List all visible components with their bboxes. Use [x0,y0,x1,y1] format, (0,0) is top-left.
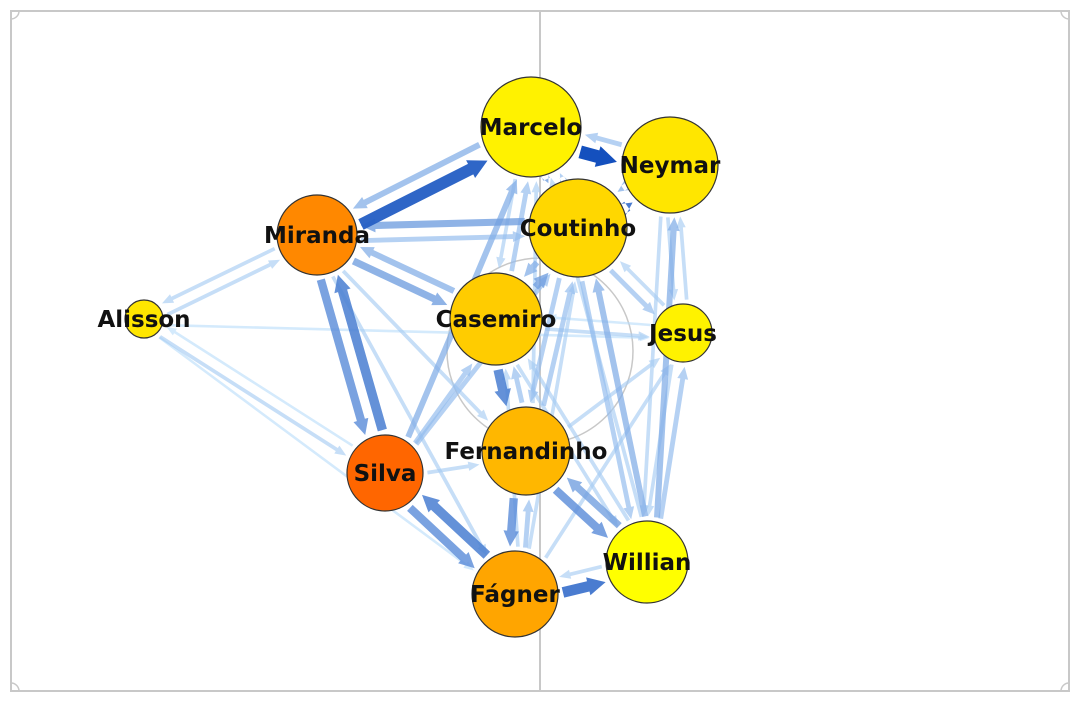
pass-arrow-willian-to-fagner [559,564,603,579]
pass-arrow-silva-to-fernandinho [427,461,480,475]
pass-arrow-miranda-to-fernandinho [341,269,489,421]
pass-arrow-willian-to-coutinho [592,278,649,517]
player-node-casemiro[interactable]: Casemiro [436,272,557,366]
corner-arc-top-left [10,10,20,20]
pass-arrow-miranda-to-silva [316,278,369,435]
player-label-marcelo: Marcelo [480,115,583,141]
player-node-neymar[interactable]: Neymar [620,116,721,214]
player-node-fagner[interactable]: Fágner [470,550,560,638]
player-circle-miranda[interactable] [276,194,358,276]
corner-arc-bottom-left [10,682,20,692]
pass-arrow-willian-to-fernandinho [566,477,622,529]
pass-arrow-fernandinho-to-fagner [503,497,519,547]
pass-arrow-coutinho-to-miranda [360,217,525,233]
pass-arrow-jesus-to-neymar [676,216,689,300]
player-circle-fagner[interactable] [471,550,559,638]
pass-arrow-alisson-to-miranda [166,259,281,317]
pass-arrow-silva-to-casemiro [413,363,473,445]
player-nodes: Alisson Miranda Silva Fágner Fernandinho Case… [97,76,721,638]
pass-arrow-fernandinho-to-casemiro [511,366,525,404]
pass-arrow-casemiro-to-coutinho [532,272,549,290]
pass-arrow-casemiro-to-fernandinho [493,368,511,407]
player-node-fernandinho[interactable]: Fernandinho [445,406,608,496]
player-label-fagner: Fágner [470,582,560,608]
player-node-willian[interactable]: Willian [603,520,692,604]
pass-arrow-fagner-to-willian [561,577,606,598]
player-circle-casemiro[interactable] [449,272,543,366]
player-node-marcelo[interactable]: Marcelo [480,76,583,178]
player-circle-marcelo[interactable] [480,76,582,178]
pass-arrow-fernandinho-to-jesus [567,357,661,429]
pass-arrow-fagner-to-fernandinho [522,499,534,548]
player-node-coutinho[interactable]: Coutinho [520,178,636,278]
pass-arrow-casemiro-to-jesus [545,327,650,341]
pass-arrow-alisson-to-silva [159,335,347,456]
pass-arrow-marcelo-to-neymar [578,145,617,167]
corner-arc-top-right [1060,10,1070,20]
player-label-casemiro: Casemiro [436,307,557,333]
pass-arrow-coutinho-to-fernandinho [527,277,562,403]
player-circle-neymar[interactable] [621,116,719,214]
pass-arrow-silva-to-alisson [166,326,354,447]
player-label-neymar: Neymar [620,153,721,179]
pass-arrow-fernandinho-to-coutinho [541,281,576,407]
pass-arrow-neymar-to-willian [639,216,663,517]
player-label-coutinho: Coutinho [520,216,636,242]
pass-arrow-miranda-to-alisson [162,247,276,304]
pass-arrow-jesus-to-coutinho [619,261,666,307]
pass-arrow-coutinho-to-jesus [609,268,655,315]
pass-arrow-miranda-to-marcelo [358,160,488,230]
player-circle-willian[interactable] [605,520,689,604]
pass-arrow-casemiro-to-miranda [360,247,456,294]
player-label-jesus: Jesus [647,321,717,347]
pass-arrow-marcelo-to-miranda [352,142,481,209]
pass-arrow-miranda-to-fagner [331,275,487,556]
corner-arc-bottom-right [1060,682,1070,692]
player-node-silva[interactable]: Silva [346,434,424,512]
player-label-silva: Silva [354,461,417,487]
player-node-miranda[interactable]: Miranda [264,194,370,276]
pass-arrow-miranda-to-casemiro [351,257,448,306]
player-circle-silva[interactable] [346,434,424,512]
player-node-alisson[interactable]: Alisson [97,299,191,339]
player-circle-fernandinho[interactable] [481,406,571,496]
pass-arrow-miranda-to-coutinho [361,231,526,243]
pass-arrow-silva-to-fagner [407,504,475,569]
player-circle-alisson[interactable] [124,299,164,339]
pass-arrow-silva-to-miranda [334,274,387,432]
pass-arrow-coutinho-to-willian [579,280,635,520]
pass-arrow-coutinho-to-neymar [612,201,633,221]
pass-arrow-alisson-to-jesus [166,323,650,342]
pass-arrow-casemiro-to-marcelo [509,181,532,272]
player-label-alisson: Alisson [97,307,190,333]
player-label-miranda: Miranda [264,223,370,249]
pass-arrow-willian-to-jesus [658,366,689,519]
pass-arrow-jesus-to-casemiro [546,314,651,327]
pass-arrow-coutinho-to-marcelo [559,173,571,187]
pass-arrow-fernandinho-to-willian [552,486,608,538]
pass-arrow-alisson-to-fagner [158,336,474,571]
player-label-fernandinho: Fernandinho [445,439,608,465]
pass-arrow-willian-to-casemiro [527,358,631,522]
pass-arrow-neymar-to-marcelo [584,132,623,148]
pass-arrow-coutinho-to-casemiro [524,260,540,277]
pass-arrow-fagner-to-silva [422,494,491,559]
pass-arrow-willian-to-neymar [654,217,680,518]
player-node-jesus[interactable]: Jesus [647,303,717,363]
player-circle-jesus[interactable] [653,303,713,363]
player-circle-coutinho[interactable] [528,178,628,278]
player-label-willian: Willian [603,550,692,576]
